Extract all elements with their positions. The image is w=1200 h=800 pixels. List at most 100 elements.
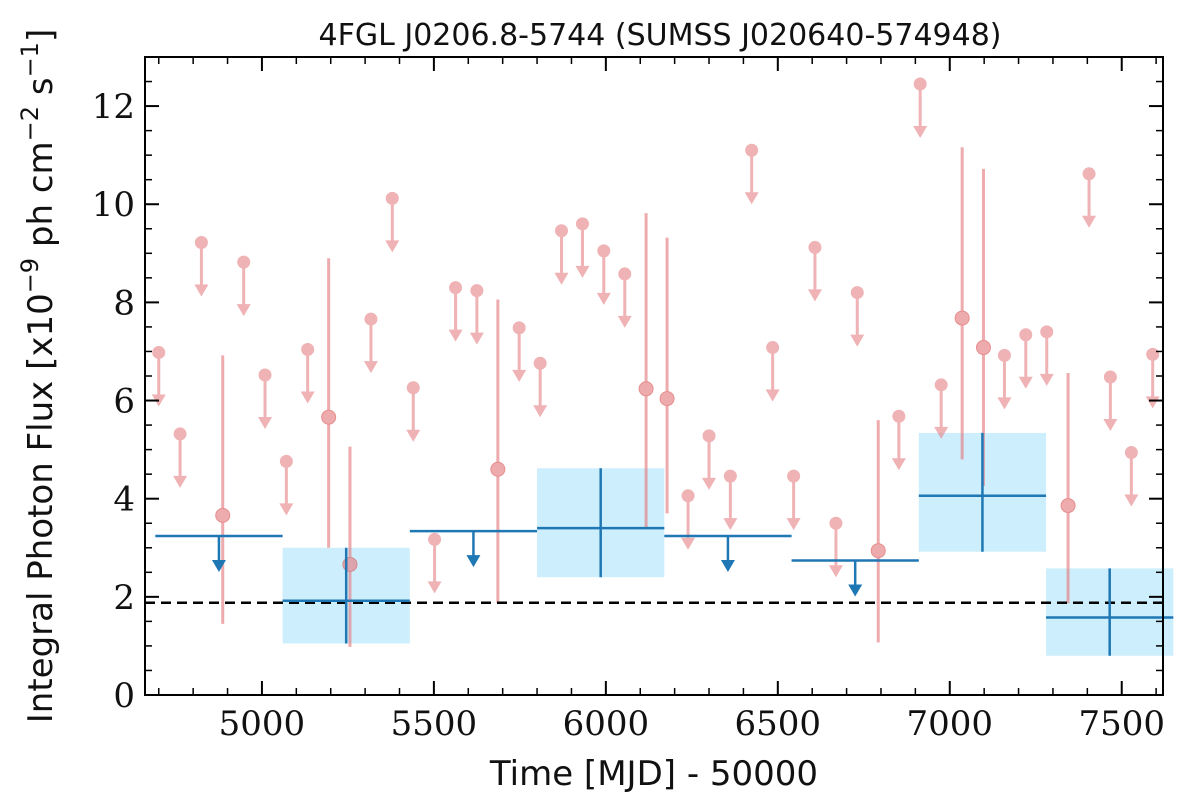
fine-upper-limit [173,427,188,488]
x-tick-label: 5500 [391,704,478,744]
fine-detection-point [321,409,337,425]
fine-upper-limit [554,224,569,285]
upper-limit-arrow-head [554,272,569,285]
upper-limit-arrow-head [596,292,611,305]
fine-upper-limit-point [385,191,399,205]
upper-limit-arrow-head [363,361,378,374]
fine-upper-limit [596,244,611,305]
fine-upper-limit [723,469,738,531]
upper-limit-arrow-head [891,458,906,471]
fine-upper-limit-point [997,348,1011,362]
fine-detection-point [954,310,970,326]
fine-detection-point [870,543,886,559]
upper-limit-arrow-head [300,391,315,404]
upper-limit-arrow-head [997,397,1012,410]
fine-upper-limit-point [723,469,737,483]
fine-upper-limit [575,217,590,278]
fine-detection-point [638,381,654,397]
fine-upper-limit [512,321,527,382]
fine-upper-limit [891,409,906,471]
fine-upper-limit [1018,328,1033,389]
coarse-upper-limit-head [720,559,735,572]
fine-upper-limit-point [279,454,293,468]
upper-limit-arrow-head [406,429,421,442]
fine-upper-limit [681,489,696,550]
y-axis-label: Integral Photon Flux [x10−9 ph cm−2 s−1] [16,29,61,723]
upper-limit-arrow-head [448,329,463,342]
y-tick-label: 6 [113,382,135,422]
upper-limit-arrow-head [194,284,209,297]
fine-detection [1060,373,1076,604]
upper-limit-arrow-head [385,240,400,253]
fine-upper-limit-point [449,281,463,295]
upper-limit-arrow-head [702,477,717,490]
coarse-upper-limit-head [466,555,481,568]
fine-upper-limit-point [406,381,420,395]
coarse-upper-limit-head [211,559,226,572]
fine-upper-limit [1082,167,1097,228]
x-tick-label: 6500 [735,704,822,744]
upper-limit-arrow-head [512,369,527,382]
fine-upper-limit-point [575,217,589,231]
y-tick-label: 4 [113,480,135,520]
fine-upper-limit [258,368,273,430]
fine-upper-limit-point [258,368,272,382]
upper-limit-arrow-head [934,426,949,439]
fine-upper-limit-point [850,286,864,300]
fine-detection-point [215,507,231,523]
fine-detection-point [1060,498,1076,514]
fine-upper-limit [617,267,632,328]
upper-limit-arrow-head [279,503,294,516]
fine-upper-limit [194,236,209,297]
fine-upper-limit [236,255,251,317]
x-tick-label: 5000 [219,704,306,744]
fine-detection-point [975,340,991,356]
upper-limit-arrow-head [1018,376,1033,389]
fine-upper-limit [406,381,421,442]
fine-upper-limit [765,341,780,402]
upper-limit-arrow-head [617,315,632,328]
fine-upper-limit [427,532,442,594]
y-tick-label: 8 [113,283,135,323]
fine-upper-limit [807,240,822,302]
fine-upper-limit-point [1082,167,1096,181]
fine-upper-limit-point [152,345,166,359]
fine-upper-limit-point [597,244,611,258]
fine-upper-limit-point [1103,370,1117,384]
x-tick-label: 7000 [907,704,994,744]
fine-upper-limit-point [512,321,526,335]
upper-limit-arrow-head [1124,494,1139,507]
fine-upper-limit [786,469,801,531]
fine-upper-limit-point [301,342,315,356]
x-tick-label: 7500 [1078,704,1165,744]
upper-limit-arrow-head [469,332,484,345]
upper-limit-arrow-head [850,334,865,347]
fine-upper-limit [913,77,928,138]
x-tick-label: 6000 [563,704,650,744]
upper-limit-arrow-head [533,405,548,418]
fine-upper-limit [279,454,294,516]
fine-upper-limit-point [1124,446,1138,460]
upper-limit-arrow-head [828,565,843,578]
chart-title: 4FGL J0206.8-5744 (SUMSS J020640-574948) [319,18,1002,53]
upper-limit-arrow-head [807,289,822,302]
fine-upper-limit-point [237,255,251,269]
fine-upper-limit-point [1040,325,1054,339]
y-tick-label: 2 [113,578,135,618]
fine-upper-limit [1124,446,1139,507]
y-tick-label: 0 [113,676,135,716]
upper-limit-arrow-head [723,518,738,531]
fine-upper-limit-point [745,143,759,157]
coarse-upper-limit-head [848,584,863,597]
fine-upper-limit-point [1146,347,1160,361]
upper-limit-arrow-head [236,304,251,317]
fine-upper-limit [828,516,843,578]
upper-limit-arrow-head [765,389,780,402]
fine-upper-limit-point [913,77,927,91]
fine-upper-limit-point [702,429,716,443]
fine-upper-limit [997,348,1012,410]
fine-upper-limit [533,356,548,418]
axis-ticks: 5000 5500 6000 6500 7000 7500 0 2 4 6 8 10 12 [92,56,1165,744]
plot-frame [144,56,1164,696]
